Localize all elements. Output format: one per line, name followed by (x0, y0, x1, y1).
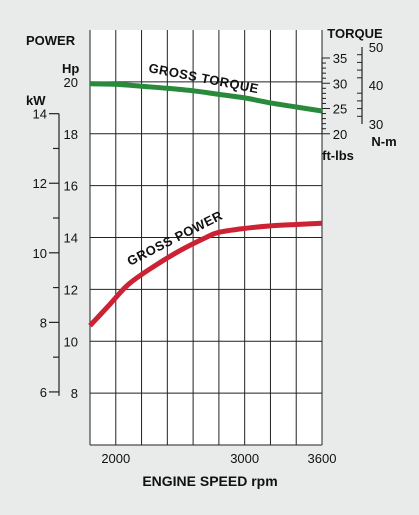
ftlbs-tick-label: 20 (333, 127, 347, 142)
nm-tick-label: 50 (369, 40, 383, 55)
hp-tick-label: 20 (64, 75, 78, 90)
torque-axis-title: TORQUE (327, 26, 383, 41)
x-axis-title: ENGINE SPEED rpm (142, 473, 277, 489)
kw-tick-label: 6 (40, 385, 47, 400)
x-tick-label: 3600 (308, 451, 337, 466)
hp-unit-label: Hp (62, 61, 79, 76)
hp-tick-label: 12 (64, 282, 78, 297)
hp-tick-label: 10 (64, 334, 78, 349)
kw-unit-label: kW (26, 93, 46, 108)
x-tick-label: 2000 (101, 451, 130, 466)
hp-tick-label: 18 (64, 127, 78, 142)
kw-tick-label: 8 (40, 315, 47, 330)
kw-tick-label: 10 (33, 246, 47, 261)
ftlbs-unit-label: ft-lbs (322, 148, 354, 163)
hp-tick-label: 16 (64, 179, 78, 194)
kw-tick-label: 14 (33, 107, 47, 122)
ftlbs-tick-label: 35 (333, 51, 347, 66)
nm-tick-label: 30 (369, 117, 383, 132)
ftlbs-tick-label: 25 (333, 102, 347, 117)
nm-unit-label: N-m (371, 134, 396, 149)
kw-tick-label: 12 (33, 176, 47, 191)
nm-tick-label: 40 (369, 78, 383, 93)
hp-tick-label: 8 (71, 386, 78, 401)
x-tick-label: 3000 (230, 451, 259, 466)
ftlbs-tick-label: 30 (333, 76, 347, 91)
power-axis-title: POWER (26, 33, 76, 48)
hp-tick-label: 14 (64, 231, 78, 246)
